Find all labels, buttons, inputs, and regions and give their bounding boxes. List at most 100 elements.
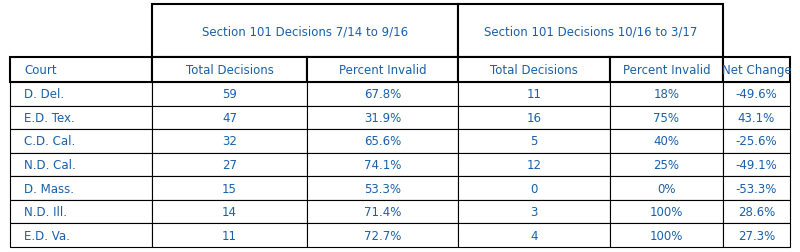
Text: 40%: 40%	[654, 135, 679, 148]
Bar	[10, 58, 152, 83]
Text: 27: 27	[222, 158, 237, 171]
Bar	[458, 224, 610, 247]
Bar	[723, 200, 790, 224]
Bar	[458, 200, 610, 224]
Bar	[458, 153, 610, 177]
Bar	[10, 130, 152, 153]
Bar	[610, 106, 723, 130]
Text: Net Change: Net Change	[722, 64, 791, 77]
Text: 75%: 75%	[654, 111, 679, 124]
Bar	[152, 177, 307, 200]
Bar	[723, 224, 790, 247]
Bar	[152, 200, 307, 224]
Bar	[152, 58, 307, 83]
Bar	[458, 83, 610, 106]
Bar	[10, 177, 152, 200]
Bar	[458, 130, 610, 153]
Bar	[152, 153, 307, 177]
Text: 74.1%: 74.1%	[364, 158, 401, 171]
Text: 31.9%: 31.9%	[364, 111, 401, 124]
Text: E.D. Tex.: E.D. Tex.	[24, 111, 74, 124]
Bar	[458, 177, 610, 200]
Bar	[152, 130, 307, 153]
Text: 15: 15	[222, 182, 237, 195]
Text: 0%: 0%	[658, 182, 676, 195]
Bar	[723, 83, 790, 106]
Bar	[610, 153, 723, 177]
Text: 4: 4	[530, 229, 538, 242]
Text: 59: 59	[222, 88, 237, 101]
Bar	[458, 5, 723, 58]
Text: 12: 12	[526, 158, 542, 171]
Bar	[307, 177, 458, 200]
Text: 14: 14	[222, 205, 237, 218]
Text: 72.7%: 72.7%	[364, 229, 401, 242]
Bar	[307, 130, 458, 153]
Text: 11: 11	[526, 88, 542, 101]
Text: Total Decisions: Total Decisions	[186, 64, 274, 77]
Text: 53.3%: 53.3%	[364, 182, 401, 195]
Bar	[152, 106, 307, 130]
Text: Total Decisions: Total Decisions	[490, 64, 578, 77]
Bar	[307, 224, 458, 247]
Text: D. Del.: D. Del.	[24, 88, 64, 101]
Text: 100%: 100%	[650, 205, 683, 218]
Text: -53.3%: -53.3%	[736, 182, 777, 195]
Text: 100%: 100%	[650, 229, 683, 242]
Bar	[610, 200, 723, 224]
Text: Section 101 Decisions 7/14 to 9/16: Section 101 Decisions 7/14 to 9/16	[202, 25, 408, 38]
Text: C.D. Cal.: C.D. Cal.	[24, 135, 75, 148]
Text: -49.1%: -49.1%	[736, 158, 778, 171]
Bar	[307, 106, 458, 130]
Text: 47: 47	[222, 111, 237, 124]
Bar	[723, 153, 790, 177]
Bar	[610, 177, 723, 200]
Text: Court: Court	[24, 64, 57, 77]
Text: 16: 16	[526, 111, 542, 124]
Text: 71.4%: 71.4%	[364, 205, 401, 218]
Bar	[723, 130, 790, 153]
Text: 5: 5	[530, 135, 538, 148]
Text: -49.6%: -49.6%	[736, 88, 778, 101]
Text: D. Mass.: D. Mass.	[24, 182, 74, 195]
Bar	[307, 83, 458, 106]
Bar	[610, 130, 723, 153]
Bar	[723, 58, 790, 83]
Text: Section 101 Decisions 10/16 to 3/17: Section 101 Decisions 10/16 to 3/17	[484, 25, 697, 38]
Bar	[10, 106, 152, 130]
Text: 43.1%: 43.1%	[738, 111, 775, 124]
Bar	[723, 106, 790, 130]
Bar	[307, 153, 458, 177]
Bar	[723, 177, 790, 200]
Bar	[10, 83, 152, 106]
Text: 18%: 18%	[654, 88, 679, 101]
Bar	[152, 83, 307, 106]
Text: 65.6%: 65.6%	[364, 135, 401, 148]
Bar	[610, 224, 723, 247]
Text: 67.8%: 67.8%	[364, 88, 401, 101]
Bar	[458, 106, 610, 130]
Bar	[610, 83, 723, 106]
Text: 32: 32	[222, 135, 237, 148]
Text: 25%: 25%	[654, 158, 679, 171]
Bar	[610, 58, 723, 83]
Bar	[152, 224, 307, 247]
Bar	[10, 153, 152, 177]
Bar	[152, 5, 458, 58]
Text: Percent Invalid: Percent Invalid	[622, 64, 710, 77]
Text: E.D. Va.: E.D. Va.	[24, 229, 70, 242]
Bar	[307, 58, 458, 83]
Text: 3: 3	[530, 205, 538, 218]
Text: 0: 0	[530, 182, 538, 195]
Bar	[10, 200, 152, 224]
Text: 27.3%: 27.3%	[738, 229, 775, 242]
Text: 11: 11	[222, 229, 237, 242]
Bar	[307, 200, 458, 224]
Text: -25.6%: -25.6%	[736, 135, 778, 148]
Bar	[10, 224, 152, 247]
Text: N.D. Ill.: N.D. Ill.	[24, 205, 67, 218]
Text: Percent Invalid: Percent Invalid	[338, 64, 426, 77]
Text: N.D. Cal.: N.D. Cal.	[24, 158, 76, 171]
Text: 28.6%: 28.6%	[738, 205, 775, 218]
Bar	[458, 58, 610, 83]
